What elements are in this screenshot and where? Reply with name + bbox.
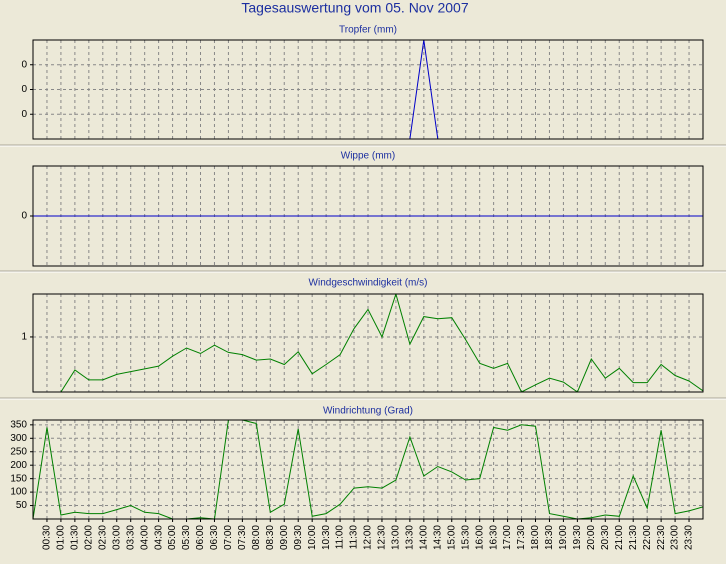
x-tick-label: 10:00: [307, 525, 318, 550]
data-line: [33, 420, 703, 519]
x-tick-label: 03:00: [111, 525, 122, 550]
x-tick-label: 07:30: [237, 525, 248, 550]
data-line: [33, 294, 703, 392]
x-tick-label: 04:00: [139, 525, 150, 550]
x-tick-label: 15:30: [460, 525, 471, 550]
x-tick-label: 23:00: [670, 525, 681, 550]
x-tick-label: 14:00: [418, 525, 429, 550]
x-tick-label: 18:30: [544, 525, 555, 550]
x-tick-label: 17:30: [516, 525, 527, 550]
x-tick-label: 08:30: [265, 525, 276, 550]
x-tick-label: 02:30: [97, 525, 108, 550]
x-tick-label: 12:00: [363, 525, 374, 550]
chart-title: Windrichtung (Grad): [323, 406, 413, 417]
y-tick-label: 150: [10, 473, 27, 484]
chart-title: Tropfer (mm): [339, 25, 397, 36]
plot-frame: [32, 165, 704, 267]
x-tick-label: 05:30: [181, 525, 192, 550]
x-tick-label: 22:30: [656, 525, 667, 550]
x-tick-label: 21:30: [628, 525, 639, 550]
x-tick-label: 04:30: [153, 525, 164, 550]
x-tick-label: 02:00: [83, 525, 94, 550]
x-tick-label: 19:30: [572, 525, 583, 550]
x-tick-label: 21:00: [614, 525, 625, 550]
chart-title: Windgeschwindigkeit (m/s): [309, 278, 428, 289]
x-tick-label: 23:30: [684, 525, 695, 550]
x-tick-label: 01:30: [70, 525, 81, 550]
x-tick-label: 06:00: [195, 525, 206, 550]
x-tick-label: 00:30: [42, 525, 53, 550]
y-tick-label: 200: [10, 460, 27, 471]
plot-frame: [32, 293, 704, 393]
x-tick-label: 17:00: [502, 525, 513, 550]
y-tick-label: 0: [21, 211, 27, 222]
x-tick-label: 09:30: [293, 525, 304, 550]
x-tick-label: 11:00: [335, 525, 346, 550]
x-tick-label: 20:30: [600, 525, 611, 550]
x-tick-label: 14:30: [432, 525, 443, 550]
x-tick-label: 07:00: [223, 525, 234, 550]
x-tick-label: 22:00: [642, 525, 653, 550]
x-tick-label: 18:00: [530, 525, 541, 550]
y-tick-label: 1: [21, 332, 27, 343]
x-tick-label: 09:00: [279, 525, 290, 550]
plot-frame: [32, 39, 704, 140]
y-tick-label: 100: [10, 487, 27, 498]
x-tick-label: 19:00: [558, 525, 569, 550]
y-tick-label: 0: [21, 84, 27, 95]
x-tick-label: 01:00: [56, 525, 67, 550]
x-tick-label: 06:30: [209, 525, 220, 550]
chart-title: Wippe (mm): [341, 151, 395, 162]
x-tick-label: 11:30: [349, 525, 360, 550]
x-tick-label: 15:00: [446, 525, 457, 550]
y-tick-label: 0: [21, 59, 27, 70]
x-tick-label: 03:30: [125, 525, 136, 550]
page-title: Tagesauswertung vom 05. Nov 2007: [241, 0, 468, 16]
x-tick-label: 10:30: [321, 525, 332, 550]
x-tick-label: 05:00: [167, 525, 178, 550]
y-tick-label: 300: [10, 433, 27, 444]
x-tick-label: 08:00: [251, 525, 262, 550]
y-tick-label: 350: [10, 419, 27, 430]
x-tick-label: 16:30: [488, 525, 499, 550]
x-tick-label: 13:30: [405, 525, 416, 550]
x-tick-label: 16:00: [474, 525, 485, 550]
y-tick-label: 50: [16, 500, 28, 511]
y-tick-label: 250: [10, 446, 27, 457]
y-tick-label: 0: [21, 109, 27, 120]
x-tick-label: 12:30: [377, 525, 388, 550]
x-tick-label: 13:00: [391, 525, 402, 550]
x-tick-label: 20:00: [586, 525, 597, 550]
